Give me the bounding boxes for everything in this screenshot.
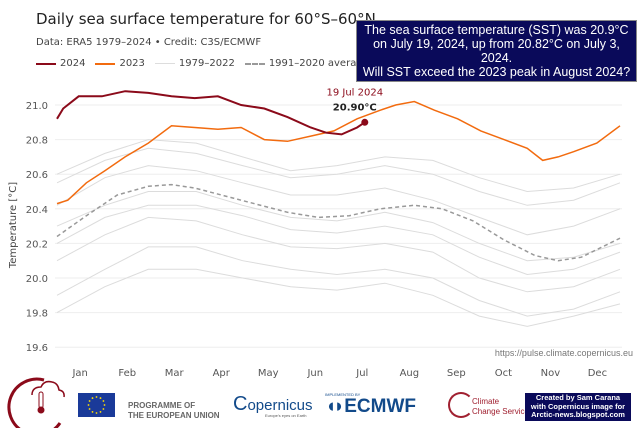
x-tick-label: May — [258, 368, 279, 379]
eu-star — [95, 396, 98, 398]
note-line: The sea surface temperature (SST) was 20… — [364, 23, 629, 37]
series-1979-2022-line — [56, 139, 621, 193]
y-tick-label: 19.8 — [26, 309, 48, 320]
note-line: on July 19, 2024, up from 20.82°C on Jul… — [373, 37, 620, 65]
series-1979-2022-line — [56, 246, 621, 317]
series-1979-2022-line — [56, 216, 621, 293]
legend-average: 1991–2020 average — [244, 58, 369, 69]
c3s-pulse-logo — [7, 377, 65, 428]
eu-star — [99, 411, 102, 413]
c3s-logo-text: Climate Change Service — [472, 397, 529, 416]
eu-star — [87, 404, 90, 406]
y-tick-label: 20.8 — [26, 136, 48, 147]
y-tick-label: 21.0 — [26, 101, 48, 112]
series-1979-2022-line — [56, 268, 621, 327]
x-tick-label: Jul — [355, 368, 368, 379]
legend-past: 1979–2022 — [154, 58, 235, 69]
source-url[interactable]: https://pulse.climate.copernicus.eu — [494, 348, 633, 358]
ecmwf-logo: ◖◗ ECMWF — [325, 396, 416, 417]
annotation-value: 20.90°C — [333, 102, 377, 113]
annotation-date: 19 Jul 2024 — [326, 87, 383, 98]
c3s-logo-icon — [448, 392, 474, 418]
legend-label: 2024 — [60, 58, 86, 69]
x-tick-label: Oct — [495, 368, 512, 379]
chart-title: Daily sea surface temperature for 60°S–6… — [36, 10, 376, 28]
legend-2023: 2023 — [95, 58, 145, 69]
eu-star — [102, 408, 105, 410]
eu-programme-text: PROGRAMME OF THE EUROPEAN UNION — [128, 401, 220, 420]
series-1979-2022-line — [56, 191, 621, 262]
eu-star — [95, 412, 98, 414]
eu-star — [91, 397, 94, 399]
y-tick-label: 20.0 — [26, 274, 48, 285]
annotation-box: The sea surface temperature (SST) was 20… — [356, 20, 637, 82]
series-average-line — [56, 183, 621, 262]
eu-star — [99, 397, 102, 399]
eu-star — [88, 400, 91, 402]
eu-flag-logo — [78, 393, 115, 417]
y-tick-label: 20.4 — [26, 205, 48, 216]
x-tick-label: Dec — [588, 368, 607, 379]
series-1979-2022-line — [56, 147, 621, 206]
y-tick-label: 20.2 — [26, 239, 48, 250]
x-tick-label: Apr — [213, 368, 231, 379]
legend-label: 1991–2020 average — [268, 58, 369, 69]
legend-2024: 2024 — [36, 58, 85, 69]
y-axis-label: Temperature [°C] — [8, 182, 19, 269]
x-tick-label: Nov — [541, 368, 561, 379]
eu-star — [91, 411, 94, 413]
x-tick-label: Mar — [165, 368, 185, 379]
y-tick-label: 19.6 — [26, 343, 48, 354]
eu-star — [102, 400, 105, 402]
x-tick-label: Jun — [306, 368, 323, 379]
note-line: Will SST exceed the 2023 peak in August … — [362, 65, 631, 79]
copernicus-tagline: Europe's eyes on Earth — [265, 413, 307, 418]
x-tick-label: Jan — [71, 368, 87, 379]
series-1979-2022-line — [56, 204, 621, 276]
eu-star — [88, 408, 91, 410]
credit-box: Created by Sam Carana with Copernicus ima… — [525, 393, 631, 421]
chart-subtitle: Data: ERA5 1979–2024 • Credit: C3S/ECMWF — [36, 37, 262, 48]
series-1979-2022-line — [56, 165, 621, 236]
annotation-point — [361, 118, 369, 126]
x-tick-label: Sep — [447, 368, 466, 379]
x-tick-label: Feb — [118, 368, 136, 379]
legend-label: 2023 — [119, 58, 145, 69]
eu-star — [103, 404, 106, 406]
y-tick-label: 20.6 — [26, 170, 48, 181]
series-2023-line — [56, 100, 621, 205]
series-2024-line — [56, 90, 366, 136]
legend-label: 1979–2022 — [178, 58, 235, 69]
ecmwf-implemented: IMPLEMENTED BY — [325, 392, 361, 397]
copernicus-logo: Copernicus — [233, 393, 313, 415]
legend: 2024 2023 1979–2022 1991–2020 average — [36, 58, 369, 69]
x-tick-label: Aug — [400, 368, 420, 379]
